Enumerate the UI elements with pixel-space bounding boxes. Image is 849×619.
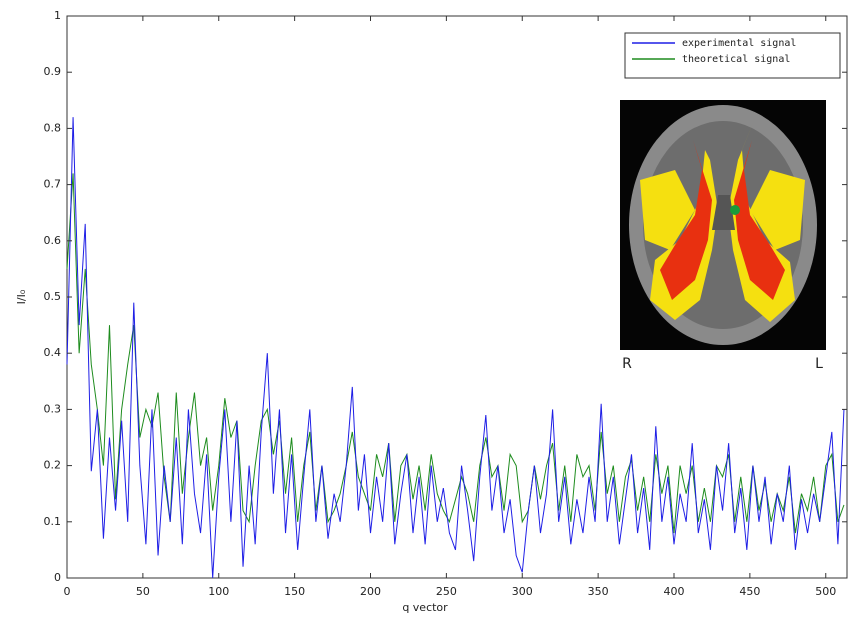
x-tick-label: 400 xyxy=(664,585,685,598)
x-tick-label: 250 xyxy=(436,585,457,598)
chart: q vector I/I₀ R L 0 0.1 0.2 0.3 0.4 0.5 0.6 0.7… xyxy=(0,0,849,619)
y-tick-label: 0.6 xyxy=(44,234,62,247)
y-tick-label: 1 xyxy=(54,9,61,22)
inset-label: L xyxy=(815,356,823,372)
y-tick-label: 0.5 xyxy=(44,290,62,303)
y-tick-label: 0.4 xyxy=(44,346,62,359)
y-axis-label: I/I₀ xyxy=(15,289,28,304)
y-tick-label: 0.8 xyxy=(44,121,62,134)
x-tick-label: 150 xyxy=(284,585,305,598)
y-tick-label: 0 xyxy=(54,571,61,584)
x-axis-label: q vector xyxy=(402,601,448,614)
legend-label: theoretical signal xyxy=(682,54,790,65)
legend-label: experimental signal xyxy=(682,38,796,49)
x-tick-label: 350 xyxy=(588,585,609,598)
x-tick-label: 450 xyxy=(739,585,760,598)
inset-image xyxy=(620,100,826,350)
y-tick-label: 0.1 xyxy=(44,515,62,528)
x-tick-label: 0 xyxy=(64,585,71,598)
x-tick-label: 200 xyxy=(360,585,381,598)
y-tick-label: 0.2 xyxy=(44,459,62,472)
x-tick-label: 500 xyxy=(815,585,836,598)
x-tick-label: 100 xyxy=(208,585,229,598)
y-tick-label: 0.9 xyxy=(44,65,62,78)
x-tick-label: 300 xyxy=(512,585,533,598)
y-tick-label: 0.3 xyxy=(44,402,62,415)
y-tick-label: 0.7 xyxy=(44,178,62,191)
inset-label: R xyxy=(622,356,632,372)
x-tick-label: 50 xyxy=(136,585,150,598)
